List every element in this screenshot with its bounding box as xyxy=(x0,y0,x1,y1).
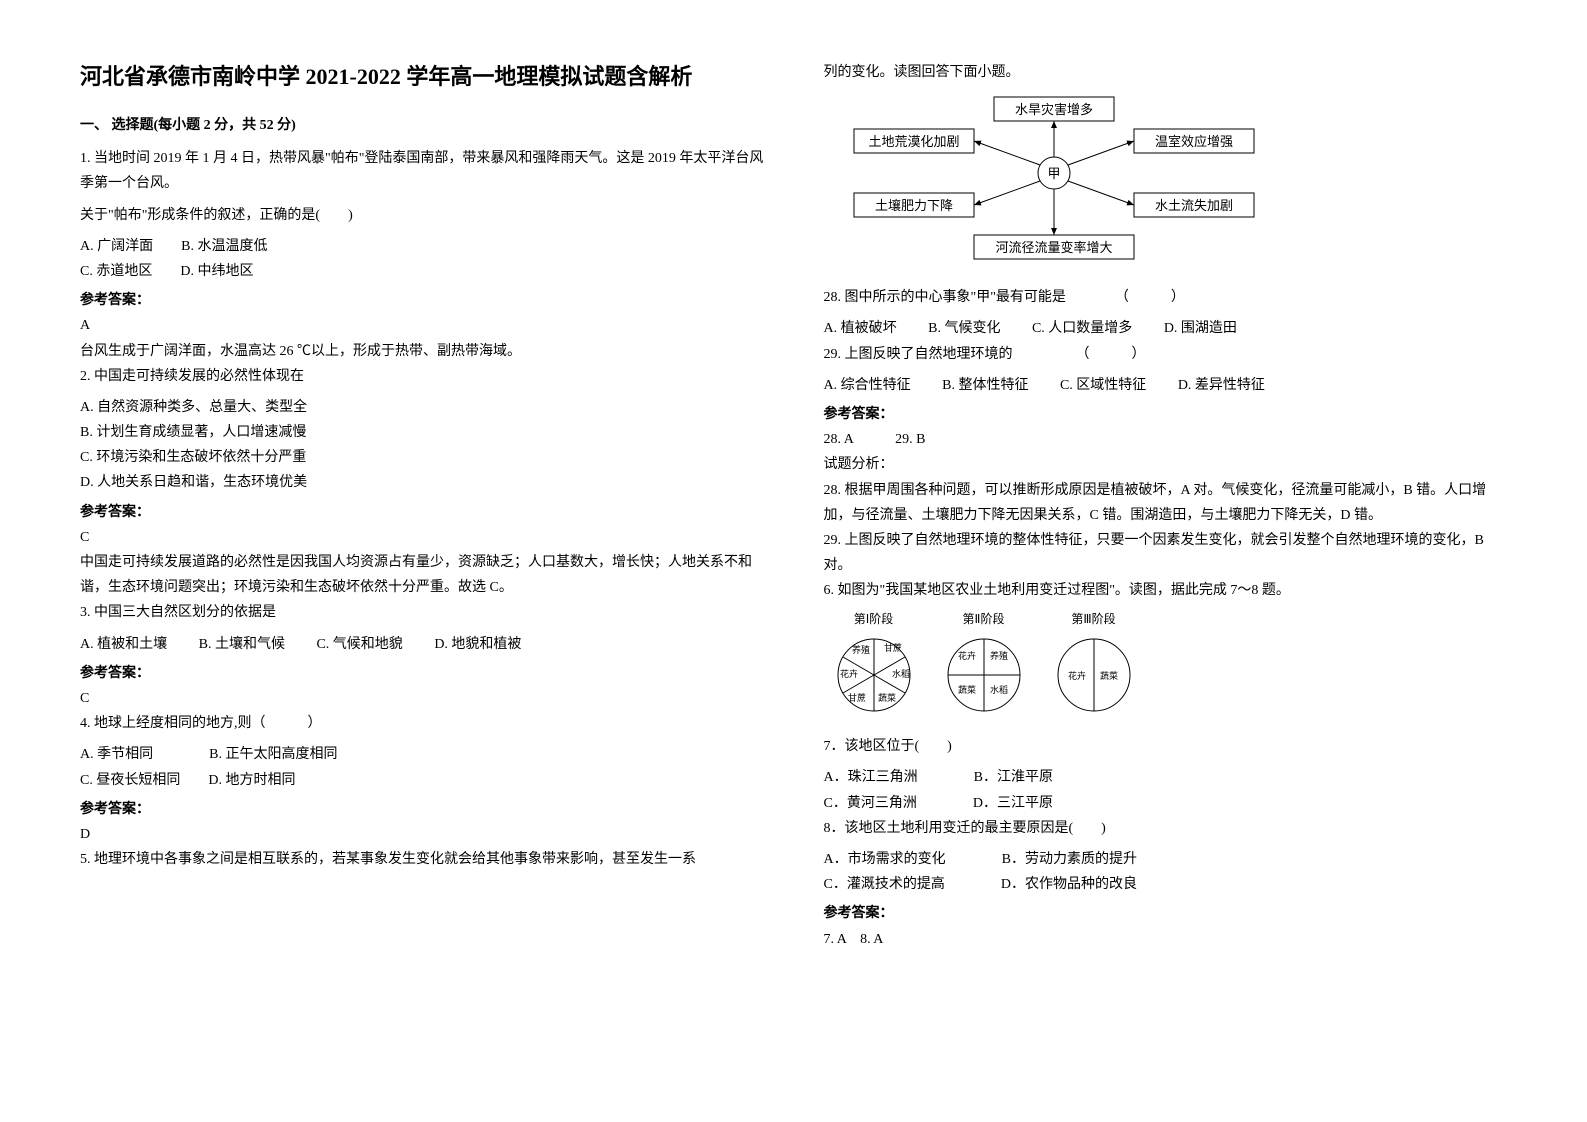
q28-stem: 28. 图中所示的中心事象"甲"最有可能是 （ ） xyxy=(824,285,1508,310)
q1-explain: 台风生成于广阔洋面，水温高达 26 ℃以上，形成于热带、副热带海域。 xyxy=(80,339,764,364)
q7-stem: 7．该地区位于( ) xyxy=(824,734,1508,759)
analysis-label: 试题分析： xyxy=(824,452,1508,477)
q1-opt-b: B. 水温温度低 xyxy=(181,239,267,254)
svg-text:水稻: 水稻 xyxy=(990,684,1008,695)
q4-opt-c: C. 昼夜长短相同 xyxy=(80,773,180,788)
svg-text:甘蔗: 甘蔗 xyxy=(848,692,866,703)
q28-opt-b: B. 气候变化 xyxy=(928,321,1000,336)
q1-stem1: 1. 当地时间 2019 年 1 月 4 日，热带风暴"帕布"登陆泰国南部，带来… xyxy=(80,146,764,196)
diag-center: 甲 xyxy=(1047,166,1060,181)
col2-intro: 列的变化。读图回答下面小题。 xyxy=(824,60,1508,85)
q29-opt-b: B. 整体性特征 xyxy=(942,378,1028,393)
q4-opt-a: A. 季节相同 xyxy=(80,747,153,762)
q1-opt-a: A. 广阔洋面 xyxy=(80,239,153,254)
svg-text:甘蔗: 甘蔗 xyxy=(884,642,902,653)
q29-opt-a: A. 综合性特征 xyxy=(824,378,911,393)
q2-answer: C xyxy=(80,525,764,550)
section-1-header: 一、 选择题(每小题 2 分，共 52 分) xyxy=(80,113,764,138)
svg-text:水稻: 水稻 xyxy=(892,668,910,679)
q4-opt-b: B. 正午太阳高度相同 xyxy=(209,747,337,762)
q29-opt-d: D. 差异性特征 xyxy=(1178,378,1265,393)
svg-text:花卉: 花卉 xyxy=(1068,670,1086,681)
q7-opt-b: B．江淮平原 xyxy=(974,770,1053,785)
q3-answer: C xyxy=(80,686,764,711)
q1-answer-label: 参考答案： xyxy=(80,288,764,313)
ans-78-label: 参考答案： xyxy=(824,901,1508,926)
ans-2829-label: 参考答案： xyxy=(824,402,1508,427)
q28-opt-a: A. 植被破坏 xyxy=(824,321,897,336)
pie-charts: 第Ⅰ阶段 甘蔗 水稻 蔬菜 甘蔗 花卉 养殖 xyxy=(834,609,1508,724)
pie3-label: 第Ⅲ阶段 xyxy=(1054,609,1134,631)
q8-opt-b: B．劳动力素质的提升 xyxy=(1002,852,1137,867)
q6-intro: 6. 如图为"我国某地区农业土地利用变迁过程图"。读图，据此完成 7～8 题。 xyxy=(824,578,1508,603)
q4-answer-label: 参考答案： xyxy=(80,797,764,822)
diag-right1: 温室效应增强 xyxy=(1154,134,1232,149)
diag-right2: 水土流失加剧 xyxy=(1154,198,1232,213)
q3-stem: 3. 中国三大自然区划分的依据是 xyxy=(80,600,764,625)
q1-answer: A xyxy=(80,313,764,338)
q2-answer-label: 参考答案： xyxy=(80,500,764,525)
q7-opt-d: D．三江平原 xyxy=(973,796,1053,811)
ans-2829: 28. A 29. B xyxy=(824,427,1508,452)
q2-explain: 中国走可持续发展道路的必然性是因我国人均资源占有量少，资源缺乏；人口基数大，增长… xyxy=(80,550,764,600)
q2-opt-b: B. 计划生育成绩显著，人口增速减慢 xyxy=(80,420,764,445)
q29-stem: 29. 上图反映了自然地理环境的 （ ） xyxy=(824,342,1508,367)
q8-opt-a: A．市场需求的变化 xyxy=(824,852,946,867)
svg-text:蔬菜: 蔬菜 xyxy=(878,692,896,703)
svg-text:养殖: 养殖 xyxy=(990,650,1008,661)
pie2-label: 第Ⅱ阶段 xyxy=(944,609,1024,631)
q28-opt-d: D. 围湖造田 xyxy=(1164,321,1237,336)
analysis-28: 28. 根据甲周围各种问题，可以推断形成原因是植被破坏，A 对。气候变化，径流量… xyxy=(824,478,1508,528)
q7-opt-a: A．珠江三角洲 xyxy=(824,770,918,785)
q3-opt-a: A. 植被和土壤 xyxy=(80,637,167,652)
doc-title: 河北省承德市南岭中学 2021-2022 学年高一地理模拟试题含解析 xyxy=(80,60,764,93)
q2-opt-d: D. 人地关系日趋和谐，生态环境优美 xyxy=(80,470,764,495)
svg-text:花卉: 花卉 xyxy=(840,668,858,679)
q29-opt-c: C. 区域性特征 xyxy=(1060,378,1146,393)
q28-opt-c: C. 人口数量增多 xyxy=(1032,321,1132,336)
analysis-29: 29. 上图反映了自然地理环境的整体性特征，只要一个因素发生变化，就会引发整个自… xyxy=(824,528,1508,578)
q8-opt-c: C．灌溉技术的提高 xyxy=(824,877,945,892)
ans-78: 7. A 8. A xyxy=(824,927,1508,952)
q3-opt-d: D. 地貌和植被 xyxy=(434,637,521,652)
q3-opt-c: C. 气候和地貌 xyxy=(316,637,402,652)
causality-diagram: 水旱灾害增多 土地荒漠化加剧 温室效应增强 甲 土壤肥力下降 水土流失加剧 河流… xyxy=(844,95,1508,275)
diag-bottom: 河流径流量变率增大 xyxy=(995,240,1112,255)
q3-opt-b: B. 土壤和气候 xyxy=(199,637,285,652)
q1-stem2: 关于"帕布"形成条件的叙述，正确的是( ) xyxy=(80,203,764,228)
diag-left1: 土地荒漠化加剧 xyxy=(868,134,959,149)
diag-left2: 土壤肥力下降 xyxy=(874,198,952,213)
q4-opt-d: D. 地方时相同 xyxy=(208,773,295,788)
q7-opt-c: C．黄河三角洲 xyxy=(824,796,917,811)
q8-opt-d: D．农作物品种的改良 xyxy=(1001,877,1137,892)
pie1-label: 第Ⅰ阶段 xyxy=(834,609,914,631)
q4-answer: D xyxy=(80,822,764,847)
q8-stem: 8．该地区土地利用变迁的最主要原因是( ) xyxy=(824,816,1508,841)
q2-opt-c: C. 环境污染和生态破坏依然十分严重 xyxy=(80,445,764,470)
q2-opt-a: A. 自然资源种类多、总量大、类型全 xyxy=(80,395,764,420)
svg-text:蔬菜: 蔬菜 xyxy=(1100,670,1118,681)
q1-opt-d: D. 中纬地区 xyxy=(180,264,253,279)
svg-text:花卉: 花卉 xyxy=(958,650,976,661)
q1-opt-c: C. 赤道地区 xyxy=(80,264,152,279)
q2-stem: 2. 中国走可持续发展的必然性体现在 xyxy=(80,364,764,389)
diag-top: 水旱灾害增多 xyxy=(1014,102,1092,117)
svg-text:养殖: 养殖 xyxy=(852,644,870,655)
q5-stem: 5. 地理环境中各事象之间是相互联系的，若某事象发生变化就会给其他事象带来影响，… xyxy=(80,847,764,872)
svg-text:蔬菜: 蔬菜 xyxy=(958,684,976,695)
q4-stem: 4. 地球上经度相同的地方,则（ ） xyxy=(80,711,764,736)
q3-answer-label: 参考答案： xyxy=(80,661,764,686)
